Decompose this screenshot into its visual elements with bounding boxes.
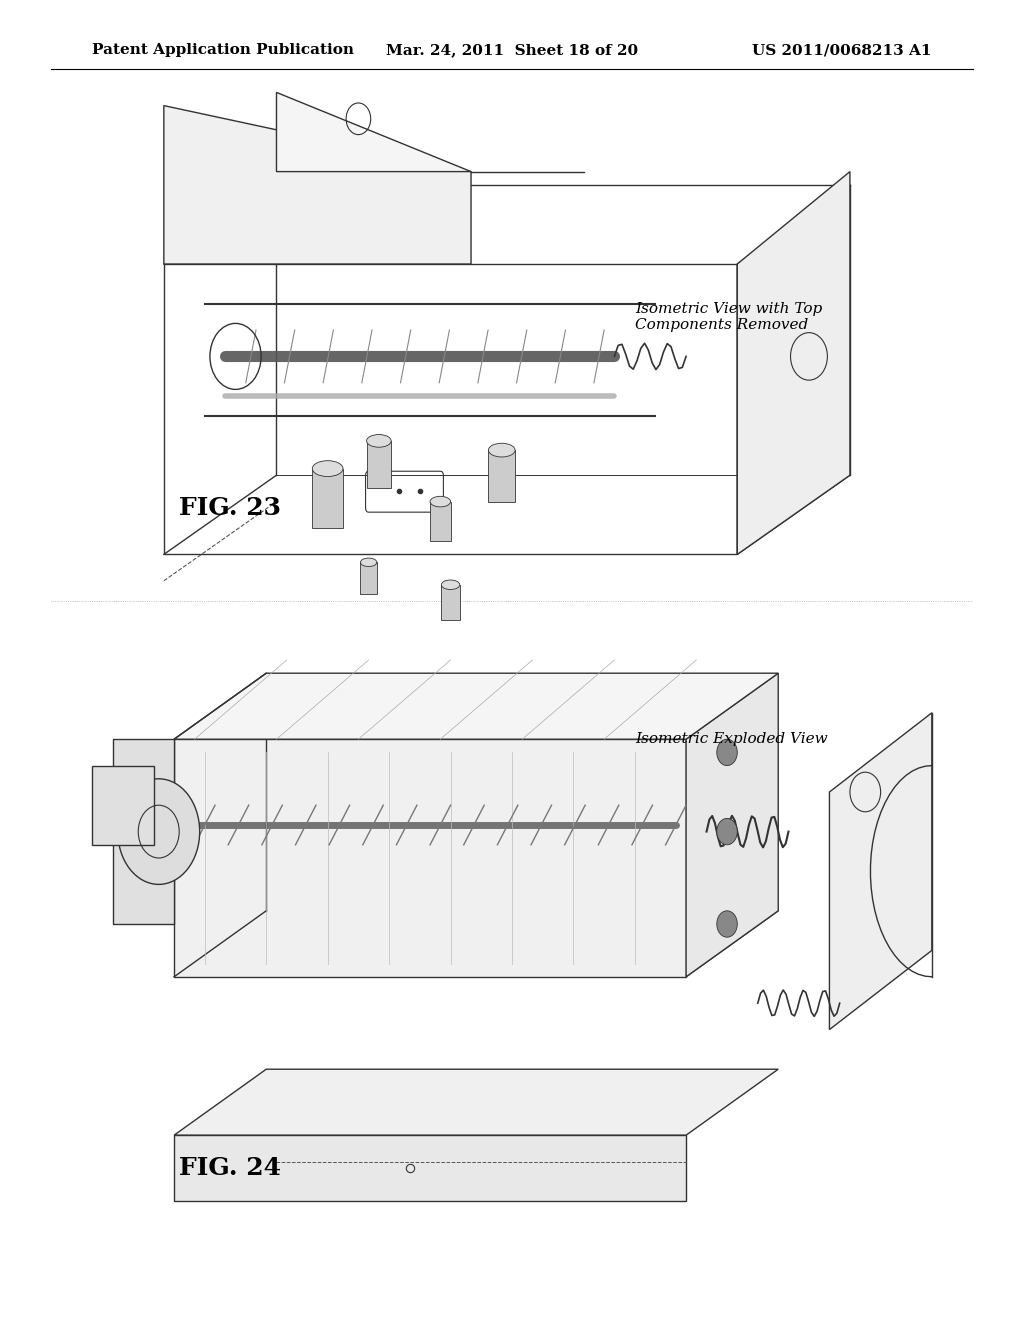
Polygon shape (430, 502, 451, 541)
Ellipse shape (488, 444, 515, 457)
Polygon shape (686, 673, 778, 977)
Polygon shape (113, 739, 174, 924)
Ellipse shape (430, 496, 451, 507)
Circle shape (118, 779, 200, 884)
Ellipse shape (367, 434, 391, 447)
Polygon shape (174, 673, 778, 739)
Text: FIG. 24: FIG. 24 (179, 1156, 282, 1180)
Circle shape (717, 911, 737, 937)
Text: US 2011/0068213 A1: US 2011/0068213 A1 (753, 44, 932, 57)
Polygon shape (174, 1135, 686, 1201)
Circle shape (717, 739, 737, 766)
Text: Mar. 24, 2011  Sheet 18 of 20: Mar. 24, 2011 Sheet 18 of 20 (386, 44, 638, 57)
Polygon shape (488, 450, 515, 502)
Circle shape (717, 818, 737, 845)
Polygon shape (276, 92, 471, 172)
Ellipse shape (360, 558, 377, 566)
Polygon shape (92, 766, 154, 845)
Polygon shape (164, 106, 471, 264)
Text: FIG. 23: FIG. 23 (179, 496, 282, 520)
Text: Patent Application Publication: Patent Application Publication (92, 44, 354, 57)
Polygon shape (829, 713, 932, 1030)
Polygon shape (174, 911, 778, 977)
Polygon shape (441, 585, 460, 620)
Polygon shape (174, 739, 686, 977)
Polygon shape (312, 469, 343, 528)
Text: Isometric Exploded View: Isometric Exploded View (635, 733, 827, 746)
Text: Isometric View with Top
Components Removed: Isometric View with Top Components Remov… (635, 302, 822, 331)
Polygon shape (360, 562, 377, 594)
Ellipse shape (441, 579, 460, 590)
Polygon shape (367, 441, 391, 488)
Polygon shape (174, 1069, 778, 1135)
Polygon shape (737, 172, 850, 554)
Ellipse shape (312, 461, 343, 477)
